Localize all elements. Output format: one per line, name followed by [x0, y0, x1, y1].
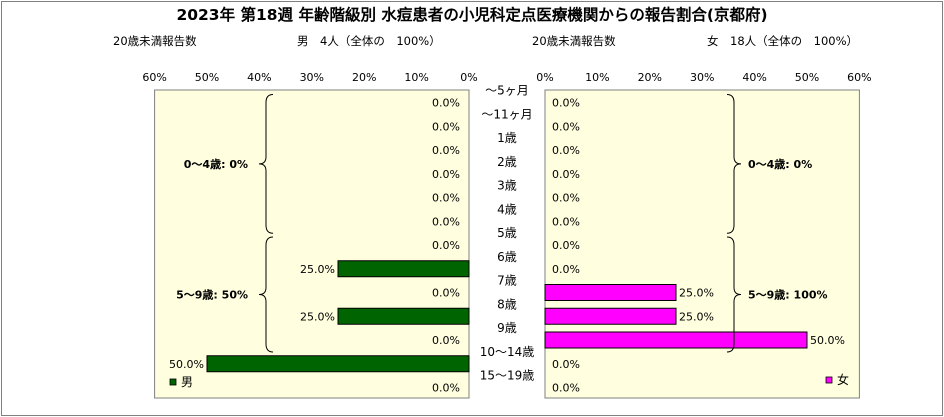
value-label-male: 0.0%	[432, 192, 460, 205]
age-label: ～5ヶ月	[485, 84, 529, 98]
bracket-label-male: 0～4歳: 0%	[184, 157, 248, 171]
value-label-female: 0.0%	[552, 215, 580, 228]
age-label: 1歳	[497, 131, 517, 145]
tick-label-female: 0%	[536, 71, 553, 84]
tick-label-female: 60%	[847, 71, 871, 84]
bracket-label-male: 5～9歳: 50%	[176, 288, 248, 302]
age-label: ～11ヶ月	[481, 107, 532, 121]
chart-title: 2023年 第18週 年齢階級別 水痘患者の小児科定点医療機関からの報告割合(京…	[176, 5, 767, 24]
value-label-male: 25.0%	[300, 263, 335, 276]
value-label-male: 0.0%	[432, 287, 460, 300]
value-label-male: 0.0%	[432, 239, 460, 252]
bar-male	[206, 355, 470, 373]
bar-male	[337, 307, 470, 325]
age-label: 7歳	[497, 274, 517, 288]
value-label-female: 25.0%	[679, 287, 714, 300]
age-label: 15～19歳	[480, 369, 535, 383]
value-label-male: 0.0%	[432, 168, 460, 181]
value-label-male: 25.0%	[300, 310, 335, 323]
age-label: 10～14歳	[480, 345, 535, 359]
panel-female	[544, 89, 860, 399]
age-label: 8歳	[497, 297, 517, 311]
value-label-male: 0.0%	[432, 144, 460, 157]
tick-label-male: 10%	[404, 71, 428, 84]
value-label-male: 0.0%	[432, 97, 460, 110]
value-label-female: 25.0%	[679, 310, 714, 323]
legend-label-male: 男	[181, 375, 193, 389]
age-bracket-male	[258, 94, 274, 234]
tick-label-female: 30%	[690, 71, 714, 84]
value-label-male: 50.0%	[169, 358, 204, 371]
age-label: 2歳	[497, 155, 517, 169]
bracket-label-female: 5～9歳: 100%	[748, 288, 828, 302]
panel-male	[154, 89, 470, 399]
legend-swatch-female	[825, 376, 833, 384]
age-label: 6歳	[497, 250, 517, 264]
tick-label-male: 0%	[460, 71, 477, 84]
age-bracket-female	[726, 236, 742, 353]
bar-female	[544, 307, 677, 325]
value-label-female: 0.0%	[552, 168, 580, 181]
value-label-male: 0.0%	[432, 120, 460, 133]
value-label-female: 50.0%	[810, 334, 845, 347]
bar-female	[544, 284, 677, 301]
bar-female	[544, 331, 808, 349]
age-label: 3歳	[497, 179, 517, 193]
value-label-female: 0.0%	[552, 97, 580, 110]
value-label-female: 0.0%	[552, 144, 580, 157]
value-label-female: 0.0%	[552, 382, 580, 395]
value-label-male: 0.0%	[432, 215, 460, 228]
legend-swatch-male	[169, 378, 177, 386]
value-label-male: 0.0%	[432, 382, 460, 395]
report-count-value-male: 男 4人（全体の 100%）	[297, 34, 441, 48]
report-count-label-female: 20歳未満報告数	[532, 34, 616, 48]
report-count-label-male: 20歳未満報告数	[113, 34, 197, 48]
tick-label-female: 40%	[742, 71, 766, 84]
value-label-female: 0.0%	[552, 358, 580, 371]
value-label-female: 0.0%	[552, 263, 580, 276]
age-bracket-male	[258, 236, 274, 353]
tick-label-female: 20%	[638, 71, 662, 84]
tick-label-female: 10%	[585, 71, 609, 84]
age-label: 9歳	[497, 321, 517, 335]
value-label-female: 0.0%	[552, 239, 580, 252]
value-label-female: 0.0%	[552, 120, 580, 133]
tick-label-male: 60%	[142, 71, 166, 84]
legend-label-female: 女	[837, 372, 849, 387]
bar-male	[337, 260, 470, 278]
age-label: 4歳	[497, 202, 517, 216]
tick-label-male: 30%	[300, 71, 324, 84]
age-bracket-female	[726, 94, 742, 234]
value-label-female: 0.0%	[552, 192, 580, 205]
age-label: 5歳	[497, 226, 517, 240]
value-label-male: 0.0%	[432, 334, 460, 347]
bracket-label-female: 0～4歳: 0%	[748, 157, 812, 171]
tick-label-male: 50%	[195, 71, 219, 84]
tick-label-male: 40%	[247, 71, 271, 84]
tick-label-male: 20%	[352, 71, 376, 84]
tick-label-female: 50%	[795, 71, 819, 84]
report-count-value-female: 女 18人（全体の 100%）	[707, 34, 858, 48]
